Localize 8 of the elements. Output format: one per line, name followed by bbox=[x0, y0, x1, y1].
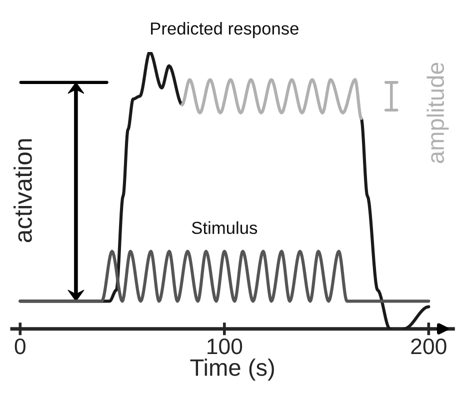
annotation: activation bbox=[14, 139, 32, 242]
series-label: Predicted response bbox=[151, 22, 298, 38]
x-tick-label: 200 bbox=[411, 338, 446, 354]
x-tick-label: 100 bbox=[208, 338, 242, 354]
x-axis-title: Time (s) bbox=[190, 358, 274, 381]
x-tick-label: 0 bbox=[14, 338, 26, 354]
annotation: amplitude bbox=[426, 62, 449, 164]
series-label: Stimulus bbox=[192, 221, 258, 234]
